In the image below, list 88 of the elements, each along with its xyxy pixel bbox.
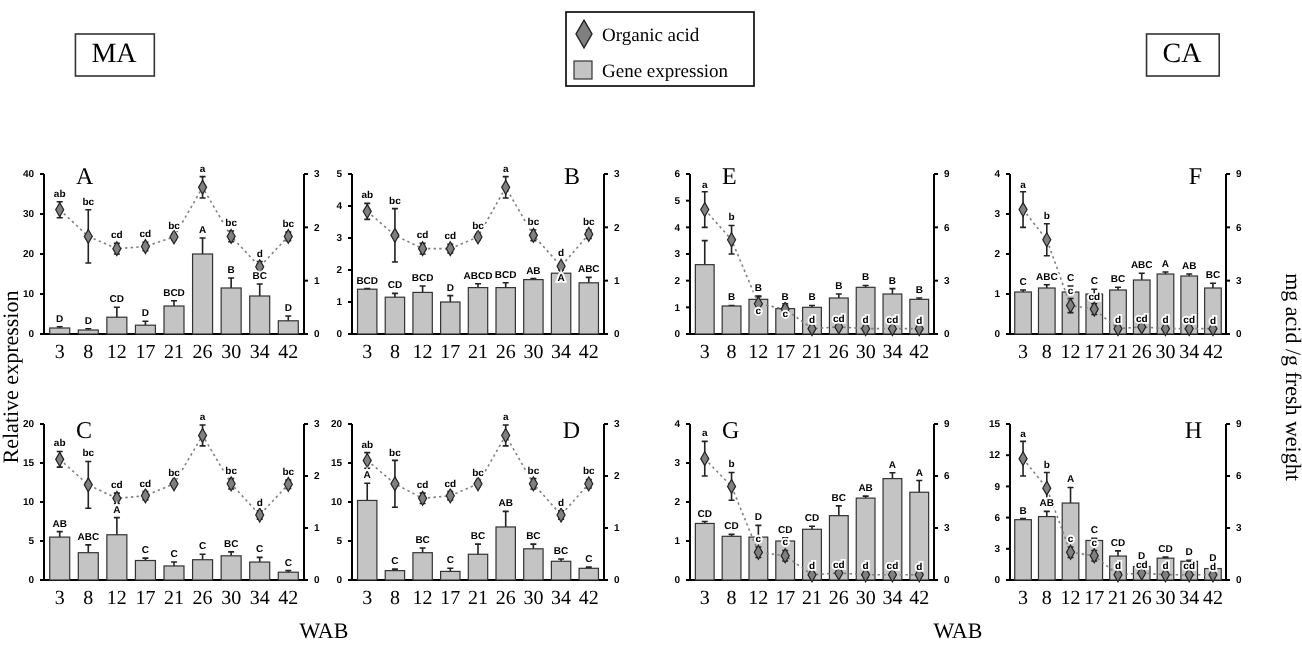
x-tick-label: 17 — [1084, 588, 1105, 611]
x-tick-label: 8 — [1041, 588, 1052, 611]
chart-title: B — [563, 162, 580, 190]
x-tick-label: 26 — [192, 588, 213, 611]
x-tick-label: 3 — [362, 588, 373, 611]
x-tick-label: 21 — [164, 342, 184, 365]
x-tick-label: 26 — [828, 588, 849, 611]
x-tick-label: 26 — [828, 342, 849, 365]
x-tick-label: 12 — [412, 588, 433, 611]
x-tick-label: 12 — [412, 342, 433, 365]
x-tick-label: 12 — [748, 588, 769, 611]
x-tick-label: 34 — [1179, 588, 1200, 611]
x-tick-label: 34 — [882, 342, 903, 365]
x-tick-label: 12 — [1060, 342, 1081, 365]
x-tick-label: 30 — [221, 342, 242, 365]
x-tick-label: 17 — [135, 342, 156, 365]
x-tick-label: 3 — [54, 342, 65, 365]
x-tick-label: 30 — [1155, 342, 1176, 365]
chart-title: G — [722, 416, 740, 444]
x-tick-label: 17 — [440, 342, 461, 365]
x-tick-label: 21 — [468, 588, 488, 611]
x-tick-label: 26 — [1131, 588, 1152, 611]
x-tick-label: 26 — [1131, 342, 1152, 365]
x-tick-label: 42 — [909, 588, 930, 611]
x-tick-label: 3 — [1018, 588, 1029, 611]
x-tick-label: 42 — [278, 342, 299, 365]
x-tick-label: 8 — [1041, 342, 1052, 365]
x-tick-label: 26 — [495, 588, 516, 611]
x-tick-label: 3 — [699, 342, 710, 365]
chart-title: E — [722, 162, 737, 190]
x-tick-label: 42 — [1202, 342, 1223, 365]
chart-title: C — [76, 416, 93, 444]
x-tick-label: 8 — [389, 588, 400, 611]
x-tick-label: 3 — [699, 588, 710, 611]
x-tick-label: 12 — [1060, 588, 1081, 611]
x-tick-label: 21 — [1108, 588, 1128, 611]
x-tick-label: 30 — [221, 588, 242, 611]
x-tick-label: 8 — [726, 342, 737, 365]
x-tick-label: 17 — [775, 342, 796, 365]
x-tick-label: 30 — [523, 342, 544, 365]
x-tick-label: 26 — [495, 342, 516, 365]
x-tick-label: 34 — [249, 588, 270, 611]
x-tick-label: 42 — [1202, 588, 1223, 611]
x-tick-label: 30 — [523, 588, 544, 611]
x-tick-label: 34 — [249, 342, 270, 365]
legend-label: Organic acid — [602, 27, 700, 47]
x-tick-label: 21 — [802, 588, 822, 611]
x-tick-label: 42 — [578, 588, 599, 611]
x-tick-label: 30 — [855, 342, 876, 365]
x-tick-label: 8 — [389, 342, 400, 365]
x-axis-title: WAB — [933, 620, 983, 644]
x-tick-label: 12 — [106, 342, 127, 365]
x-tick-label: 17 — [135, 588, 156, 611]
x-tick-label: 17 — [440, 588, 461, 611]
x-tick-label: 42 — [578, 342, 599, 365]
x-tick-label: 34 — [882, 588, 903, 611]
x-tick-label: 26 — [192, 342, 213, 365]
x-tick-label: 42 — [278, 588, 299, 611]
x-tick-label: 34 — [551, 342, 572, 365]
x-tick-label: 34 — [551, 588, 572, 611]
x-tick-label: 3 — [54, 588, 65, 611]
x-tick-label: 42 — [909, 342, 930, 365]
chart-subtitle: MA — [91, 40, 139, 70]
x-tick-label: 30 — [1155, 588, 1176, 611]
y-axis-title: Relative expression — [0, 289, 24, 464]
x-tick-label: 30 — [855, 588, 876, 611]
x-tick-label: 21 — [802, 342, 822, 365]
x-tick-label: 21 — [1108, 342, 1128, 365]
chart-title: D — [562, 416, 581, 444]
x-tick-label: 3 — [362, 342, 373, 365]
x-tick-label: 17 — [775, 588, 796, 611]
x-tick-label: 12 — [748, 342, 769, 365]
chart-title: F — [1188, 162, 1203, 190]
chart-title: H — [1184, 416, 1203, 444]
x-tick-label: 8 — [83, 588, 94, 611]
legend-label: Gene expression — [602, 63, 729, 83]
x-axis-title: WAB — [299, 620, 349, 644]
x-tick-label: 21 — [468, 342, 488, 365]
x-tick-label: 8 — [83, 342, 94, 365]
x-tick-label: 17 — [1084, 342, 1105, 365]
chart-subtitle: CA — [1162, 40, 1204, 70]
y2-axis-title: mg acid /g fresh weight — [1280, 273, 1302, 481]
chart-title: A — [76, 162, 94, 190]
x-tick-label: 34 — [1179, 342, 1200, 365]
x-tick-label: 21 — [164, 588, 184, 611]
x-tick-label: 12 — [106, 588, 127, 611]
x-tick-label: 3 — [1018, 342, 1029, 365]
x-tick-label: 8 — [726, 588, 737, 611]
